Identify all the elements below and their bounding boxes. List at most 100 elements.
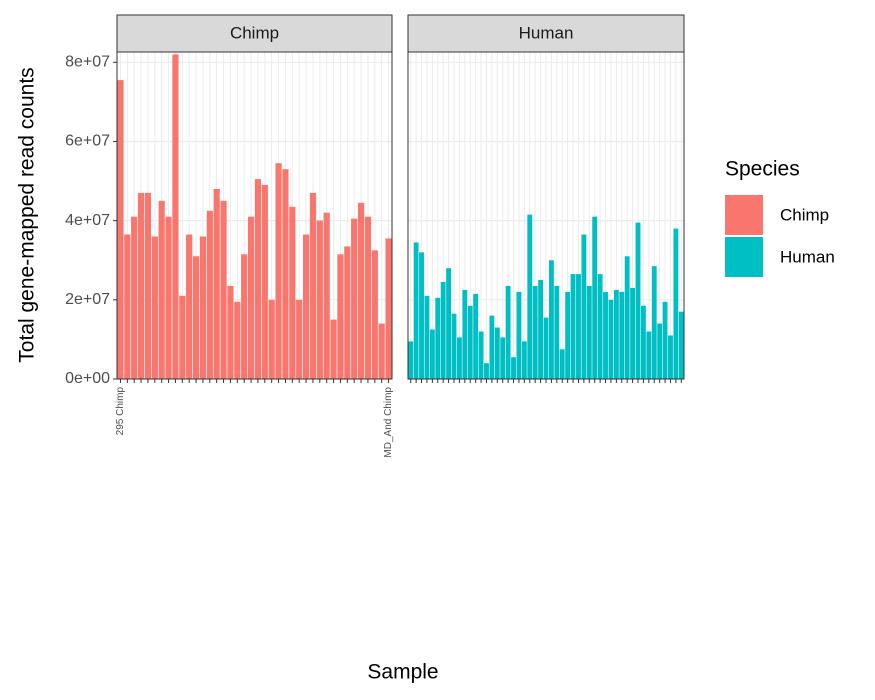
legend-label: Human bbox=[780, 247, 835, 266]
bar bbox=[619, 291, 625, 379]
bar bbox=[378, 323, 385, 379]
bar bbox=[565, 291, 571, 379]
bar bbox=[413, 242, 419, 379]
bar bbox=[131, 216, 138, 379]
bar bbox=[424, 295, 430, 379]
bar bbox=[344, 246, 351, 379]
facet-title: Chimp bbox=[230, 23, 279, 42]
legend-label: Chimp bbox=[780, 205, 829, 224]
bar bbox=[364, 216, 372, 379]
bar bbox=[144, 192, 152, 379]
bar bbox=[275, 163, 282, 379]
bar bbox=[435, 297, 441, 379]
bar bbox=[484, 363, 489, 379]
bar bbox=[451, 313, 457, 379]
legend-key bbox=[725, 237, 763, 277]
bar bbox=[247, 216, 255, 379]
bar bbox=[668, 335, 673, 379]
bar bbox=[473, 293, 479, 379]
y-tick-label: 2e+07 bbox=[65, 291, 110, 308]
bar bbox=[302, 234, 310, 379]
bar bbox=[494, 327, 500, 379]
x-axis-label: Sample bbox=[367, 661, 438, 684]
bar bbox=[608, 299, 614, 379]
y-tick-label: 4e+07 bbox=[65, 212, 110, 229]
bar bbox=[234, 301, 241, 379]
bar bbox=[570, 274, 576, 379]
bar bbox=[624, 256, 630, 379]
bar bbox=[478, 331, 484, 379]
bar bbox=[213, 188, 220, 379]
bar bbox=[521, 341, 527, 379]
bar bbox=[543, 317, 549, 379]
bar bbox=[511, 357, 516, 379]
bar bbox=[261, 185, 268, 379]
bar bbox=[651, 266, 657, 379]
bar bbox=[429, 329, 435, 379]
bar bbox=[662, 301, 668, 379]
bar bbox=[206, 210, 213, 379]
bar bbox=[576, 274, 581, 379]
bar bbox=[657, 323, 663, 379]
bar bbox=[179, 295, 186, 379]
bar bbox=[581, 234, 587, 379]
bar bbox=[440, 282, 446, 379]
bar bbox=[678, 311, 684, 379]
bar bbox=[505, 285, 511, 379]
bar bbox=[635, 222, 641, 379]
bar bbox=[268, 299, 275, 379]
bar bbox=[137, 192, 145, 379]
bar bbox=[673, 228, 679, 379]
bar bbox=[419, 252, 424, 379]
panel-background bbox=[117, 52, 392, 379]
bar bbox=[500, 337, 506, 379]
bar bbox=[151, 236, 158, 379]
bar bbox=[172, 54, 179, 379]
legend-title: Species bbox=[725, 158, 800, 181]
bar bbox=[592, 216, 598, 379]
bar bbox=[330, 319, 337, 379]
bar bbox=[282, 169, 289, 379]
bar bbox=[385, 238, 392, 379]
panel-border bbox=[116, 51, 393, 380]
bar bbox=[597, 274, 603, 379]
bar bbox=[227, 285, 234, 379]
bar bbox=[165, 216, 172, 379]
facet-strip bbox=[116, 14, 393, 53]
y-tick-label: 6e+07 bbox=[65, 133, 110, 150]
bar bbox=[309, 192, 317, 379]
bar bbox=[462, 289, 468, 379]
bar bbox=[289, 206, 296, 379]
bar bbox=[467, 305, 473, 379]
bar bbox=[296, 299, 303, 379]
bar bbox=[192, 256, 200, 379]
bar bbox=[337, 254, 344, 379]
legend-key bbox=[725, 195, 763, 235]
bar bbox=[158, 200, 165, 379]
bar bbox=[646, 331, 652, 379]
bar bbox=[554, 285, 560, 379]
bar bbox=[603, 291, 608, 379]
bar bbox=[117, 80, 124, 379]
bar bbox=[316, 220, 323, 379]
bar bbox=[538, 280, 544, 379]
bar bbox=[586, 285, 592, 379]
bar bbox=[254, 179, 262, 379]
panel-border bbox=[407, 51, 685, 380]
bar bbox=[241, 254, 248, 379]
bar bbox=[640, 305, 646, 379]
y-axis-label: Total gene-mapped read counts bbox=[16, 67, 39, 362]
bar bbox=[532, 285, 538, 379]
bar bbox=[351, 218, 358, 379]
bar bbox=[408, 341, 414, 379]
bar bbox=[456, 337, 462, 379]
bar bbox=[186, 234, 193, 379]
bar bbox=[559, 349, 565, 379]
bar bbox=[630, 287, 636, 379]
bar bbox=[371, 250, 378, 379]
bar bbox=[489, 315, 495, 379]
y-tick-label: 0e+00 bbox=[65, 370, 110, 387]
y-tick-label: 8e+07 bbox=[65, 54, 110, 71]
x-tick-label: MD_And Chimp bbox=[383, 387, 394, 458]
